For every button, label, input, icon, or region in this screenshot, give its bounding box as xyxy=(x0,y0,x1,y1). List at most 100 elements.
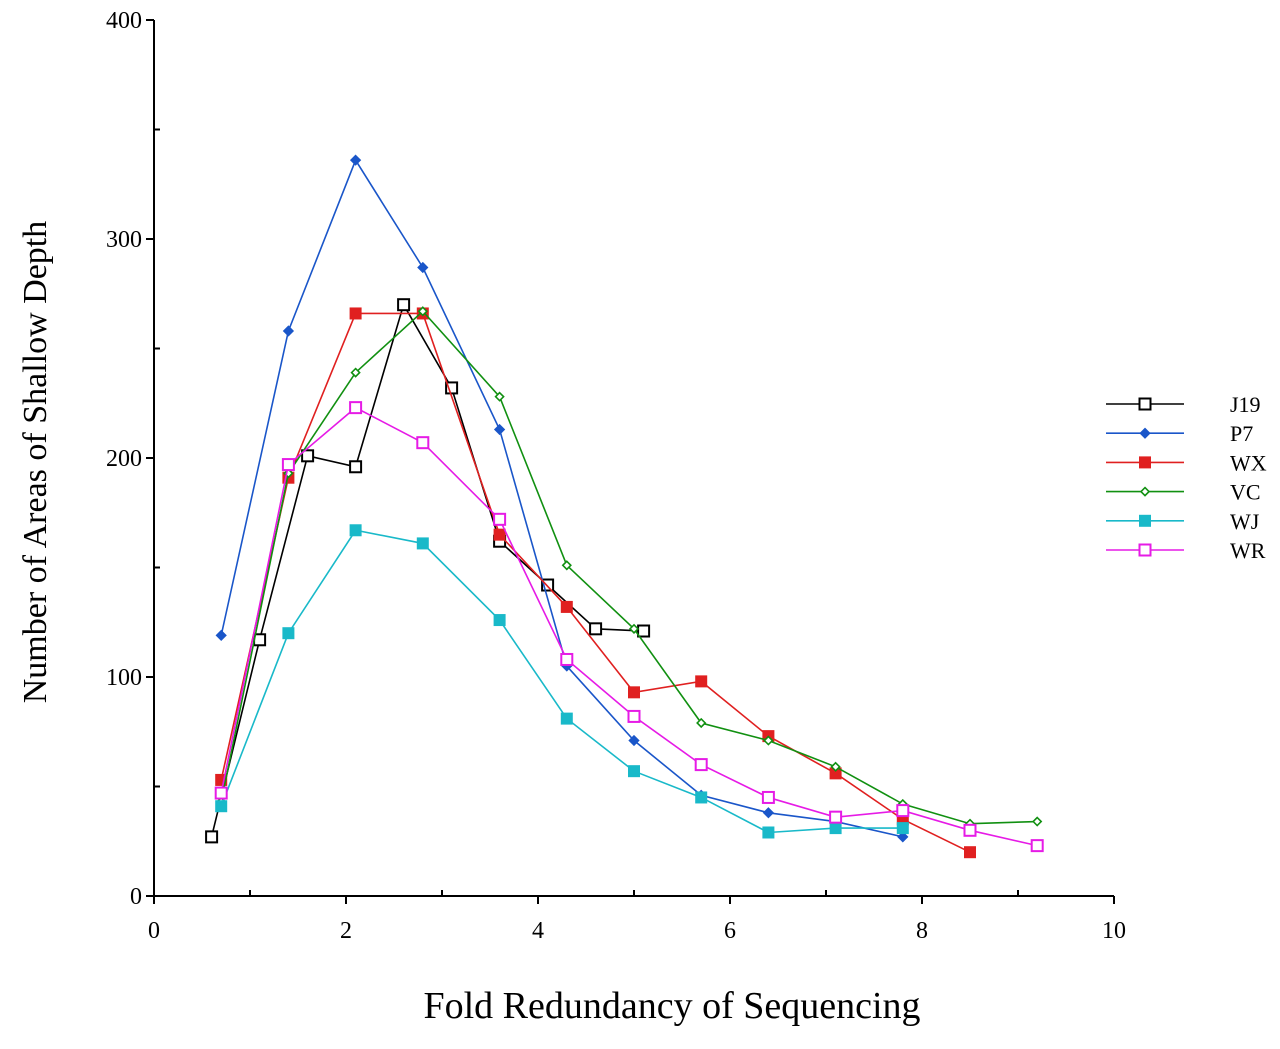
data-point-wj xyxy=(896,822,909,835)
x-tick-label: 2 xyxy=(340,918,352,944)
axes: 0 100 200 300 400 0 2 4 6 8 10 xyxy=(106,8,1126,944)
x-tick-label: 0 xyxy=(148,918,160,944)
data-point-wj xyxy=(560,712,573,725)
data-point-p7 xyxy=(628,734,640,747)
data-point-p7 xyxy=(762,807,775,819)
data-point-wx xyxy=(349,307,362,320)
y-tick-label: 300 xyxy=(106,227,142,253)
series-line-wr xyxy=(220,406,1038,847)
legend-item-j19: J19 xyxy=(1106,392,1261,417)
legend-label-j19: J19 xyxy=(1230,392,1261,417)
data-point-wr xyxy=(963,823,977,837)
data-point-j19 xyxy=(637,624,651,638)
data-point-wx xyxy=(628,686,640,699)
series-line-wx xyxy=(220,312,971,853)
legend-label-p7: P7 xyxy=(1230,421,1253,446)
data-point-j19 xyxy=(589,622,603,636)
data-point-wj xyxy=(695,791,708,804)
legend-marker-wr xyxy=(1138,543,1152,557)
data-point-wr xyxy=(1030,839,1044,853)
data-point-vc xyxy=(1032,816,1043,827)
x-tick-label: 10 xyxy=(1102,918,1126,944)
legend-item-wr: WR xyxy=(1106,538,1266,563)
data-point-j19 xyxy=(445,381,459,395)
data-point-wr xyxy=(281,458,295,472)
data-point-wj xyxy=(416,537,429,550)
series-wx xyxy=(215,307,976,859)
data-point-wr xyxy=(896,804,910,818)
legend-item-vc: VC xyxy=(1106,480,1261,505)
x-tick-label: 4 xyxy=(532,918,544,944)
x-tick-label: 8 xyxy=(916,918,928,944)
legend-marker-vc xyxy=(1139,486,1151,497)
data-point-p7 xyxy=(493,423,506,436)
legend-item-wx: WX xyxy=(1106,450,1267,475)
data-point-vc xyxy=(763,735,774,746)
data-point-p7 xyxy=(215,629,227,642)
data-point-wr xyxy=(694,758,708,772)
data-point-p7 xyxy=(349,154,362,166)
data-point-vc xyxy=(350,367,361,378)
legend-marker-j19 xyxy=(1138,397,1152,411)
data-point-wr xyxy=(349,401,363,415)
data-point-p7 xyxy=(897,831,909,843)
y-tick-label: 100 xyxy=(106,665,142,691)
data-point-vc xyxy=(830,761,841,772)
series-line-wj xyxy=(220,529,903,834)
data-point-wj xyxy=(493,614,506,627)
data-point-wx xyxy=(493,528,506,541)
data-point-vc xyxy=(628,623,640,634)
data-point-wr xyxy=(493,512,507,526)
data-point-vc xyxy=(417,306,428,317)
data-point-wj xyxy=(628,765,640,778)
series-line-vc xyxy=(220,310,1038,825)
data-point-wr xyxy=(627,709,641,723)
series-line-p7 xyxy=(220,158,903,838)
legend-marker-p7 xyxy=(1139,427,1151,439)
series-group xyxy=(205,154,1044,859)
y-axis-title: Number of Areas of Shallow Depth xyxy=(17,221,54,704)
legend-label-vc: VC xyxy=(1230,480,1261,505)
legend-label-wr: WR xyxy=(1230,538,1266,563)
legend-item-p7: P7 xyxy=(1106,421,1253,446)
data-point-wj xyxy=(829,822,842,835)
data-point-wj xyxy=(349,524,362,537)
data-point-vc xyxy=(696,717,707,729)
data-point-wr xyxy=(214,786,228,800)
data-point-wr xyxy=(416,436,430,450)
data-point-p7 xyxy=(282,325,295,337)
series-wj xyxy=(215,524,909,839)
legend-marker-wx xyxy=(1139,456,1151,469)
x-tick-label: 6 xyxy=(724,918,736,944)
series-p7 xyxy=(215,154,909,843)
data-point-vc xyxy=(561,560,572,571)
data-point-p7 xyxy=(417,261,429,274)
legend: J19 P7 WX VC WJ WR xyxy=(1106,392,1267,563)
series-vc xyxy=(216,306,1043,829)
legend-item-wj: WJ xyxy=(1106,509,1260,534)
series-j19 xyxy=(205,298,651,844)
data-point-wr xyxy=(761,790,775,804)
y-tick-label: 0 xyxy=(130,884,142,910)
data-point-wx xyxy=(695,675,708,688)
series-wr xyxy=(214,401,1044,853)
data-point-vc xyxy=(494,391,505,402)
data-point-j19 xyxy=(541,578,555,592)
data-point-j19 xyxy=(205,830,219,844)
data-point-wx xyxy=(964,846,976,859)
y-tick-label: 200 xyxy=(106,446,142,472)
data-point-j19 xyxy=(301,449,315,463)
data-point-wx xyxy=(560,600,573,613)
data-point-wj xyxy=(215,800,228,813)
y-tick-label: 400 xyxy=(106,8,142,34)
legend-label-wj: WJ xyxy=(1230,509,1260,534)
data-point-j19 xyxy=(349,460,363,474)
data-point-wj xyxy=(762,826,775,839)
data-point-wr xyxy=(829,810,843,824)
data-point-wj xyxy=(282,627,295,640)
legend-label-wx: WX xyxy=(1230,450,1267,475)
x-axis-title: Fold Redundancy of Sequencing xyxy=(423,985,920,1027)
data-point-j19 xyxy=(397,298,411,312)
